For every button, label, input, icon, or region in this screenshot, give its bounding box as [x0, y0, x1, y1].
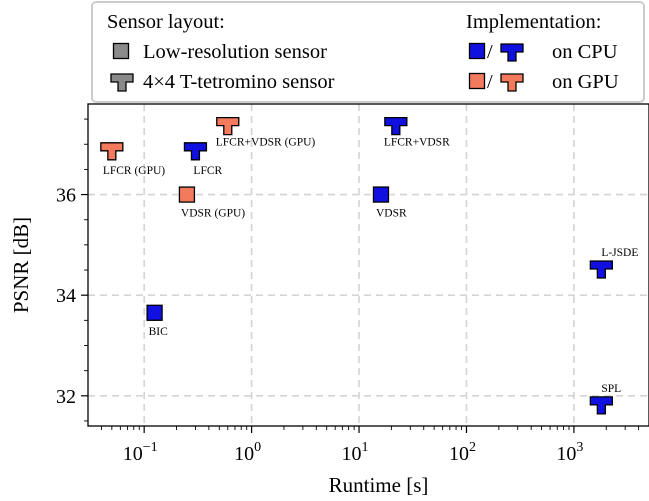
data-point-label: BIC — [149, 326, 169, 338]
data-point-square — [372, 186, 390, 203]
data-point-label: VDSR — [376, 208, 407, 220]
data-point-label: SPL — [601, 383, 621, 395]
y-tick-label: 36 — [56, 185, 76, 207]
data-point-tetromino — [384, 116, 408, 136]
data-point-square — [178, 186, 196, 203]
data-point-tetromino — [183, 142, 208, 161]
legend-impl-label: on GPU — [552, 71, 619, 93]
legend-cpu-square-icon — [468, 42, 486, 60]
x-tick-label: 102 — [449, 440, 476, 465]
axis-ticks: 10−1 100 101 102 103 32 34 36 — [56, 118, 640, 465]
data-point-tetromino — [216, 116, 240, 136]
legend-gray-square-icon — [112, 42, 130, 60]
legend-gpu-tetromino-icon — [500, 73, 524, 92]
data-point-tetromino — [589, 396, 613, 415]
data-point-label: L-JSDE — [601, 247, 638, 259]
data-point-label: LFCR (GPU) — [103, 165, 165, 177]
data-point-square — [146, 304, 163, 321]
legend: Sensor layout: Implementation: Low-resolut… — [91, 1, 645, 103]
x-tick-label: 10−1 — [123, 440, 158, 465]
data-point-label: LFCR — [193, 165, 222, 177]
plot-frame — [87, 103, 649, 427]
x-axis-label: Runtime [s] — [329, 473, 429, 497]
y-tick-label: 34 — [56, 285, 76, 307]
legend-impl-title: Implementation: — [466, 11, 602, 33]
legend-sensor-label: 4×4 T-tetromino sensor — [143, 71, 335, 93]
data-point-label: LFCR+VDSR (GPU) — [216, 137, 316, 149]
x-tick-label: 100 — [234, 440, 261, 465]
legend-gray-tetromino-icon — [110, 73, 134, 92]
legend-cpu-tetromino-icon — [500, 43, 524, 62]
legend-sensor-title: Sensor layout: — [107, 11, 225, 33]
y-axis-label: PSNR [dB] — [9, 217, 33, 313]
y-tick-label: 32 — [56, 386, 76, 408]
x-tick-label: 103 — [556, 440, 583, 465]
data-point-label: VDSR (GPU) — [181, 208, 245, 220]
data-point-tetromino — [589, 260, 613, 279]
grid — [88, 104, 649, 426]
data-point-tetromino — [100, 142, 124, 161]
legend-separator: / — [487, 41, 493, 63]
data-points: LFCR (GPU) LFCR LFCR+VDSR (GPU) LFCR+VDSR VD… — [100, 116, 638, 415]
legend-separator: / — [487, 71, 493, 93]
x-tick-label: 101 — [342, 440, 369, 465]
data-point-label: LFCR+VDSR — [384, 137, 450, 149]
legend-gpu-square-icon — [468, 72, 486, 90]
legend-sensor-label: Low-resolution sensor — [143, 41, 327, 63]
legend-impl-label: on CPU — [552, 41, 618, 63]
